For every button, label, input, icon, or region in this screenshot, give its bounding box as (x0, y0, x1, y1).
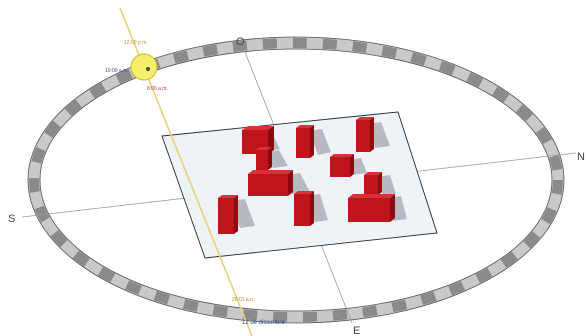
sun-time-label-noon: 12:00 p.m. (124, 40, 148, 46)
sun-time-label-early: 8:00 a.m. (147, 86, 168, 92)
building (256, 147, 272, 170)
sun-date-label: 12 de diciembre (242, 320, 285, 326)
building (348, 194, 395, 222)
compass-ring-ticks (29, 38, 563, 322)
building (330, 154, 354, 177)
sun-setting-label: 20:01 a.n. (232, 297, 254, 303)
building (294, 191, 314, 226)
sun-disc[interactable] (130, 53, 158, 81)
building (356, 117, 374, 152)
buildings (218, 117, 395, 234)
building (248, 170, 293, 196)
compass-label-west: O (236, 36, 245, 48)
building (364, 172, 382, 195)
compass-label-north: N (577, 151, 585, 163)
compass-label-south: S (8, 213, 15, 225)
compass-ring (27, 36, 565, 324)
compass-label-east: E (353, 325, 360, 336)
sun-time-label-morning: 10:00 a.m. (105, 68, 129, 74)
building (296, 125, 314, 158)
building (218, 195, 238, 234)
sun-position-marker (146, 67, 150, 71)
